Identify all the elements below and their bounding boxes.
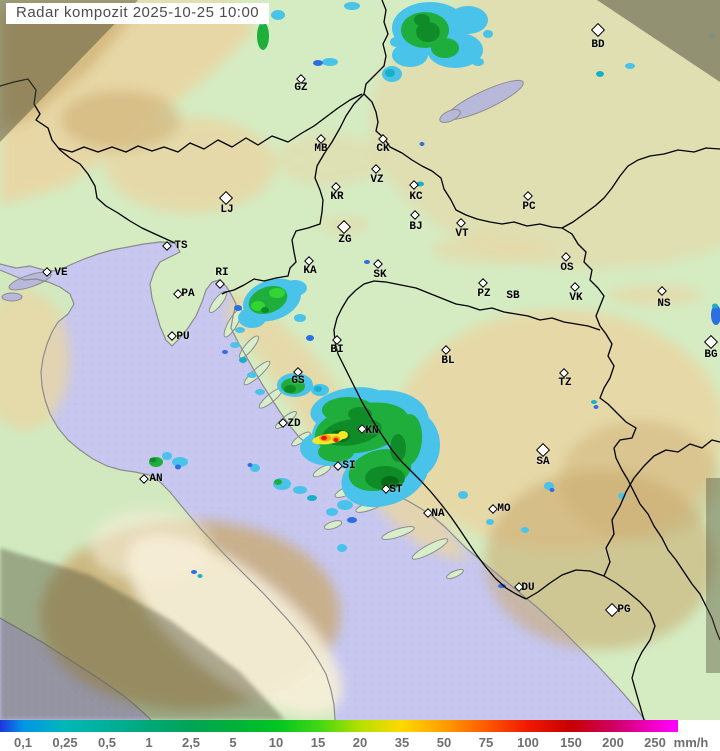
- border-hungary: [363, 0, 720, 229]
- venice-lagoon: [8, 271, 52, 291]
- station-label-BJ: BJ: [409, 221, 423, 233]
- station-label-DU: DU: [521, 582, 535, 594]
- border-croatia-serbia: [561, 227, 720, 641]
- station-label-TS: TS: [174, 240, 188, 252]
- station-label-SK: SK: [373, 269, 387, 281]
- radar-map-canvas: [0, 0, 720, 720]
- border-montenegro-serbia: [603, 439, 720, 577]
- station-label-BG: BG: [704, 349, 718, 361]
- legend-tick-0,25: 0,25: [52, 735, 78, 750]
- station-label-LJ: LJ: [220, 204, 234, 216]
- station-label-MB: MB: [314, 143, 328, 155]
- legend-tick-10: 10: [268, 735, 284, 750]
- station-label-ST: ST: [389, 484, 403, 496]
- legend-tick-35: 35: [394, 735, 410, 750]
- station-label-CK: CK: [376, 143, 390, 155]
- station-label-PA: PA: [181, 288, 195, 300]
- station-label-NS: NS: [657, 298, 671, 310]
- station-label-KA: KA: [303, 265, 317, 277]
- station-label-VT: VT: [455, 228, 469, 240]
- legend-tick-1: 1: [145, 735, 153, 750]
- station-label-BI: BI: [330, 344, 344, 356]
- station-label-GS: GS: [291, 375, 305, 387]
- station-label-OS: OS: [560, 262, 574, 274]
- station-label-RI: RI: [215, 267, 229, 279]
- legend-tick-250: 250: [644, 735, 666, 750]
- legend-tick-0,1: 0,1: [13, 735, 33, 750]
- legend-tick-15: 15: [310, 735, 326, 750]
- station-label-VK: VK: [569, 292, 583, 304]
- title-bar: Radar kompozit 2025-10-25 10:00: [6, 3, 270, 24]
- station-label-BL: BL: [441, 355, 455, 367]
- station-label-PC: PC: [522, 201, 536, 213]
- station-label-ZG: ZG: [338, 234, 352, 246]
- station-label-MO: MO: [497, 503, 511, 515]
- legend-tick-150: 150: [560, 735, 582, 750]
- station-label-PG: PG: [617, 604, 631, 616]
- radar-map: BD GZ MB CK VZ KR KC BJ LJ ZG VT PC OS TS KA SK RI PA PZ SB…: [0, 0, 720, 720]
- station-label-NA: NA: [431, 508, 445, 520]
- border-croatia-bosnia: [333, 280, 601, 600]
- station-label-AN: AN: [149, 473, 163, 485]
- border-austria-slovenia: [57, 93, 363, 153]
- station-label-BD: BD: [591, 39, 605, 51]
- station-label-PU: PU: [176, 331, 190, 343]
- map-title: Radar kompozit 2025-10-25 10:00: [16, 4, 260, 21]
- station-label-PZ: PZ: [477, 288, 491, 300]
- station-label-KR: KR: [330, 191, 344, 203]
- borders-layer: [0, 0, 720, 720]
- border-montenegro: [525, 569, 656, 720]
- station-label-SI: SI: [342, 460, 356, 472]
- legend-tick-0,5: 0,5: [97, 735, 117, 750]
- water-bodies: [1, 79, 524, 302]
- legend-tick-75: 75: [478, 735, 494, 750]
- station-label-GZ: GZ: [294, 82, 308, 94]
- station-label-SB: SB: [506, 290, 520, 302]
- intensity-colorbar: [0, 720, 678, 732]
- station-label-VZ: VZ: [370, 174, 384, 186]
- intensity-legend: mm/h 0,1 0,25 0,5 1 2,5 5 10 15 20 35 50 75 100 150 20…: [0, 720, 720, 751]
- legend-tick-100: 100: [517, 735, 539, 750]
- station-label-KC: KC: [409, 191, 423, 203]
- station-label-ZD: ZD: [287, 418, 301, 430]
- legend-tick-50: 50: [436, 735, 452, 750]
- legend-tick-2,5: 2,5: [181, 735, 201, 750]
- legend-unit-label: mm/h: [673, 735, 709, 750]
- radar-echo-layer: [149, 2, 720, 588]
- islands-layer: [208, 290, 464, 580]
- out-of-range-layer: [0, 0, 720, 720]
- legend-tick-20: 20: [352, 735, 368, 750]
- legend-tick-200: 200: [602, 735, 624, 750]
- legend-tick-5: 5: [229, 735, 237, 750]
- border-slovenia-croatia: [221, 93, 365, 295]
- station-label-VE: VE: [54, 267, 68, 279]
- station-label-SA: SA: [536, 456, 550, 468]
- station-label-KN: KN: [365, 425, 379, 437]
- station-label-TZ: TZ: [558, 377, 572, 389]
